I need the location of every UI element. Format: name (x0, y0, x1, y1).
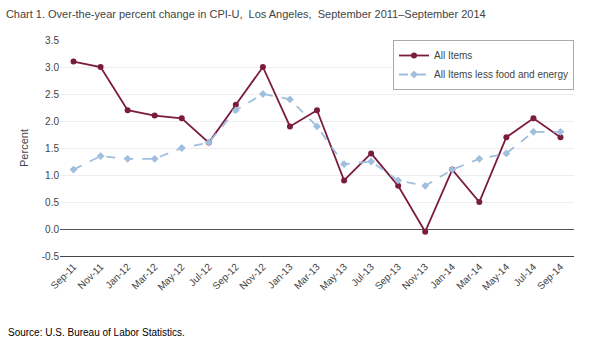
svg-text:Nov-13: Nov-13 (400, 261, 431, 292)
svg-text:3.0: 3.0 (45, 62, 59, 73)
svg-text:Mar-13: Mar-13 (292, 261, 322, 291)
svg-text:Sep-13: Sep-13 (373, 261, 404, 292)
svg-text:Source: U.S. Bureau of Labor S: Source: U.S. Bureau of Labor Statistics. (8, 327, 185, 338)
svg-text:0.5: 0.5 (45, 197, 59, 208)
svg-text:1.5: 1.5 (45, 143, 59, 154)
svg-text:2.5: 2.5 (45, 89, 59, 100)
svg-text:Nov-11: Nov-11 (75, 261, 105, 291)
svg-text:Sep-12: Sep-12 (210, 261, 241, 292)
svg-text:Jul-14: Jul-14 (511, 261, 538, 288)
svg-text:Jan-13: Jan-13 (265, 261, 295, 291)
svg-text:1.0: 1.0 (45, 170, 59, 181)
svg-text:Sep-14: Sep-14 (535, 261, 566, 292)
svg-text:Jan-14: Jan-14 (428, 261, 458, 291)
svg-text:Mar-12: Mar-12 (129, 261, 159, 291)
svg-text:Jul-13: Jul-13 (349, 261, 376, 288)
svg-text:Sep-11: Sep-11 (48, 261, 78, 291)
svg-text:Chart 1. Over-the-year percent: Chart 1. Over-the-year percent change in… (6, 8, 486, 20)
svg-text:Nov-12: Nov-12 (237, 261, 268, 292)
svg-text:3.5: 3.5 (45, 35, 59, 46)
svg-text:2.0: 2.0 (45, 116, 59, 127)
svg-text:May-14: May-14 (480, 261, 512, 293)
svg-text:Jul-12: Jul-12 (187, 261, 214, 288)
svg-text:All Items: All Items (434, 50, 472, 61)
svg-text:May-12: May-12 (155, 261, 187, 293)
svg-text:0.0: 0.0 (45, 224, 59, 235)
svg-text:Percent: Percent (18, 129, 30, 167)
svg-text:-0.5: -0.5 (42, 251, 60, 262)
svg-text:Mar-14: Mar-14 (454, 261, 484, 291)
svg-text:Jan-12: Jan-12 (103, 261, 133, 291)
svg-text:All Items less food and energy: All Items less food and energy (434, 69, 568, 80)
svg-text:May-13: May-13 (318, 261, 350, 293)
